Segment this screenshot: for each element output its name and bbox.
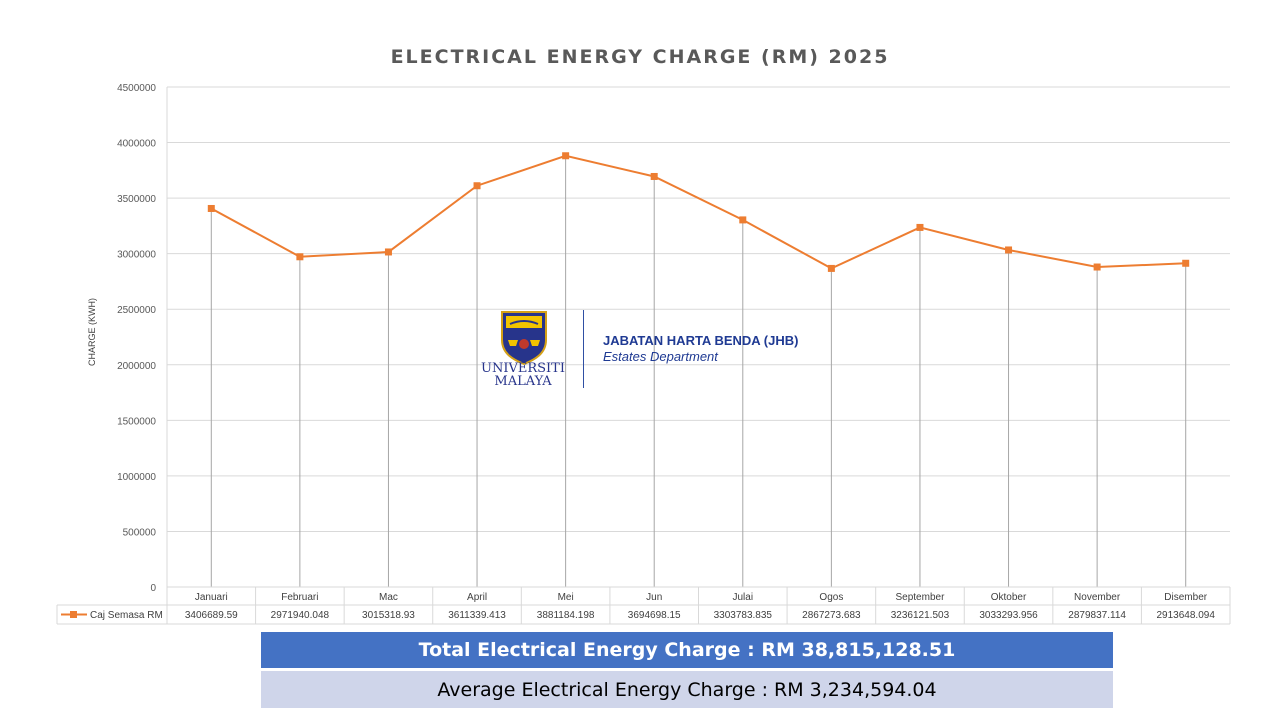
legend-label: Caj Semasa RM — [90, 610, 163, 621]
data-point — [207, 204, 215, 212]
data-point — [1093, 263, 1101, 271]
x-category-label: Januari — [195, 592, 228, 603]
y-tick-label: 2500000 — [117, 305, 156, 316]
data-value-label: 2879837.114 — [1068, 610, 1126, 621]
x-category-label: Ogos — [819, 592, 843, 603]
department-subtitle: Estates Department — [603, 349, 718, 364]
total-charge-banner: Total Electrical Energy Charge : RM 38,8… — [261, 632, 1113, 668]
x-category-label: Julai — [733, 592, 754, 603]
x-category-label: September — [895, 592, 945, 603]
university-wordmark: UNIVERSITI MALAYA — [478, 362, 568, 388]
chart-title: ELECTRICAL ENERGY CHARGE (RM) 2025 — [390, 46, 890, 68]
logo-divider — [583, 310, 584, 388]
y-tick-label: 1500000 — [117, 416, 156, 427]
data-point — [296, 253, 304, 261]
data-value-label: 3694698.15 — [628, 610, 681, 621]
data-point — [1005, 246, 1013, 254]
department-name: JABATAN HARTA BENDA (JHB) — [603, 333, 799, 348]
data-value-label: 3303783.835 — [714, 610, 773, 621]
drop-lines — [210, 155, 1187, 587]
y-tick-label: 1000000 — [117, 472, 156, 483]
data-value-label: 2971940.048 — [271, 610, 330, 621]
y-tick-label: 500000 — [123, 527, 157, 538]
x-category-label: November — [1074, 592, 1121, 603]
data-point — [384, 248, 392, 256]
data-value-label: 3236121.503 — [891, 610, 950, 621]
y-axis-label: CHARGE (KWH) — [87, 298, 97, 366]
data-point — [562, 152, 570, 160]
y-axis-ticks: 0 500000 1000000 1500000 2000000 2500000 30000… — [117, 83, 156, 594]
average-charge-banner: Average Electrical Energy Charge : RM 3,… — [261, 671, 1113, 708]
y-tick-label: 4000000 — [117, 139, 156, 150]
series-line — [210, 154, 1186, 270]
x-category-label: Mei — [558, 592, 574, 603]
data-point — [473, 182, 481, 190]
line-chart: 0 500000 1000000 1500000 2000000 2500000 30000… — [56, 83, 1231, 625]
university-line1: UNIVERSITI — [481, 361, 565, 376]
data-value-label: 3015318.93 — [362, 610, 415, 621]
x-category-label: Disember — [1164, 592, 1207, 603]
y-tick-label: 3000000 — [117, 250, 156, 261]
data-point — [916, 223, 924, 231]
data-table: Januari Februari Mac April Mei Jun Julai Ogos Se… — [56, 586, 1231, 625]
data-value-label: 3881184.198 — [537, 610, 595, 621]
y-tick-label: 2000000 — [117, 361, 156, 372]
x-category-label: Oktober — [991, 592, 1027, 603]
y-tick-label: 3500000 — [117, 194, 156, 205]
data-point — [650, 172, 658, 180]
data-point — [1182, 259, 1190, 267]
series-caj-semasa — [207, 152, 1190, 272]
data-value-label: 2913648.094 — [1157, 610, 1216, 621]
data-point — [739, 216, 747, 224]
shield-crest-icon — [501, 311, 547, 366]
data-point — [827, 264, 835, 272]
um-logo — [476, 308, 836, 392]
data-value-label: 3611339.413 — [448, 610, 506, 621]
x-category-label: Februari — [281, 592, 318, 603]
data-value-label: 3033293.956 — [979, 610, 1038, 621]
x-category-label: Mac — [379, 592, 398, 603]
y-tick-label: 0 — [150, 583, 156, 594]
data-value-label: 2867273.683 — [802, 610, 861, 621]
legend-marker — [70, 611, 77, 618]
data-value-label: 3406689.59 — [185, 610, 238, 621]
y-tick-label: 4500000 — [117, 83, 156, 94]
x-category-label: Jun — [646, 592, 662, 603]
x-category-label: April — [467, 592, 487, 603]
university-line2: MALAYA — [494, 374, 552, 389]
